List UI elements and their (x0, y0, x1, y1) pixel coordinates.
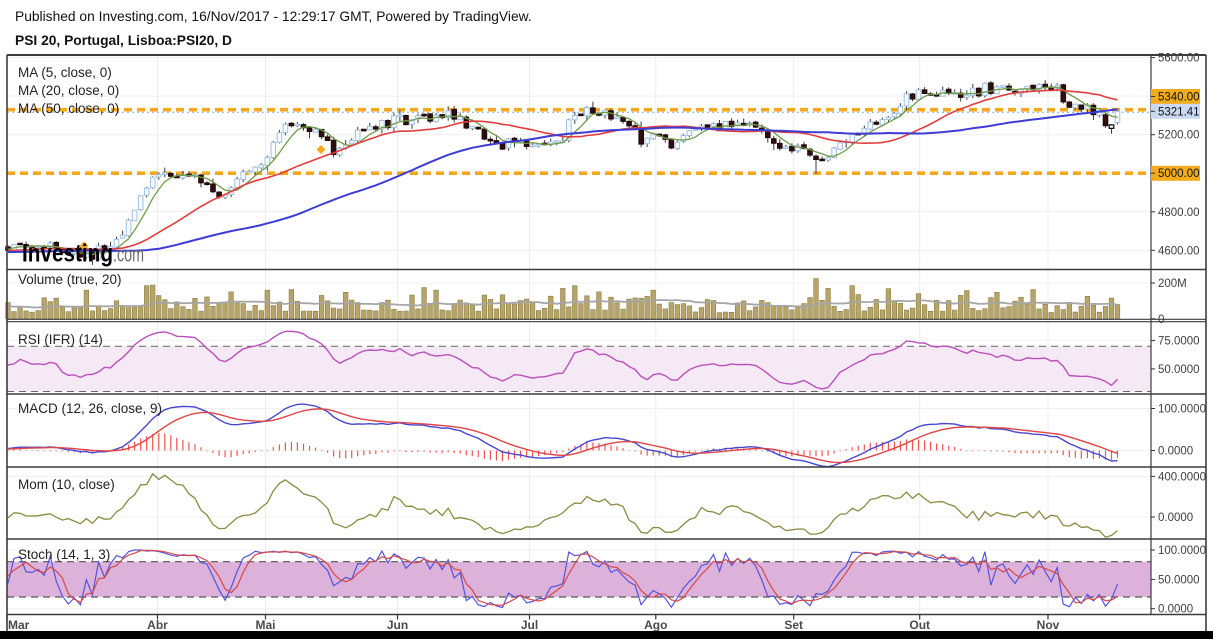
svg-text:400.0000: 400.0000 (1158, 471, 1206, 483)
svg-text:0.0000: 0.0000 (1158, 604, 1193, 616)
svg-text:50.0000: 50.0000 (1158, 364, 1200, 376)
svg-text:0.0000: 0.0000 (1158, 446, 1193, 458)
svg-text:Set: Set (784, 618, 803, 632)
svg-text:5200.00: 5200.00 (1158, 130, 1200, 142)
svg-text:PSI 20, Portugal, Lisboa:PSI20: PSI 20, Portugal, Lisboa:PSI20, D (15, 33, 232, 48)
svg-text:200M: 200M (1158, 278, 1187, 290)
svg-text:4800.00: 4800.00 (1158, 207, 1200, 219)
svg-text:MA (20, close, 0): MA (20, close, 0) (18, 83, 119, 98)
svg-text:Volume (true, 20): Volume (true, 20) (18, 272, 122, 287)
svg-text:MACD (12, 26, close, 9): MACD (12, 26, close, 9) (18, 401, 162, 416)
svg-text:5000.00: 5000.00 (1158, 168, 1200, 180)
svg-text:Abr: Abr (147, 618, 168, 632)
svg-text:MA (5, close, 0): MA (5, close, 0) (18, 65, 112, 80)
svg-text:100.0000: 100.0000 (1158, 545, 1206, 557)
svg-text:4600.00: 4600.00 (1158, 245, 1200, 257)
svg-text:Stoch (14, 1, 3): Stoch (14, 1, 3) (18, 547, 110, 562)
svg-text:0.0000: 0.0000 (1158, 512, 1193, 524)
svg-text:Out: Out (909, 618, 930, 632)
svg-text:Mai: Mai (255, 618, 275, 632)
svg-text:Mom (10, close): Mom (10, close) (18, 477, 115, 492)
svg-text:Jun: Jun (387, 618, 408, 632)
svg-text:50.0000: 50.0000 (1158, 574, 1200, 586)
svg-text:Mar: Mar (8, 618, 30, 632)
svg-text:MA (50, close, 0): MA (50, close, 0) (18, 101, 119, 116)
svg-text:RSI (IFR) (14): RSI (IFR) (14) (18, 332, 103, 347)
svg-text:100.0000: 100.0000 (1158, 404, 1206, 416)
svg-text:Nov: Nov (1037, 618, 1060, 632)
svg-text:5600.00: 5600.00 (1158, 53, 1200, 65)
svg-text:5321.41: 5321.41 (1158, 106, 1200, 118)
svg-text:Jul: Jul (521, 618, 538, 632)
svg-text:Published on Investing.com, 16: Published on Investing.com, 16/Nov/2017 … (15, 9, 532, 24)
svg-text:Ago: Ago (644, 618, 667, 632)
svg-text:75.0000: 75.0000 (1158, 336, 1200, 348)
svg-text:Investing: Investing (22, 240, 113, 268)
svg-text:.com: .com (113, 244, 144, 267)
svg-text:0: 0 (1158, 314, 1164, 326)
svg-text:5340.00: 5340.00 (1158, 92, 1200, 104)
